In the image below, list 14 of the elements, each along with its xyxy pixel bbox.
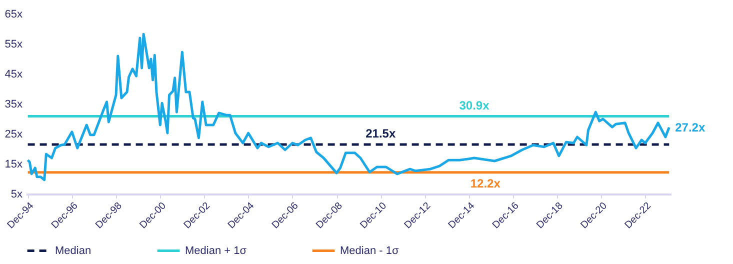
legend-label: Median: [55, 244, 92, 257]
y-tick-label: 15x: [4, 158, 23, 170]
legend-label: Median - 1σ: [340, 244, 399, 257]
legend-label: Median + 1σ: [185, 244, 247, 257]
annotation: 12.2x: [470, 176, 501, 190]
y-tick-label: 35x: [4, 98, 23, 110]
y-tick-label: 55x: [4, 38, 23, 50]
y-tick-label: 65x: [4, 8, 23, 20]
annotation: 27.2x: [675, 120, 706, 134]
y-tick-label: 45x: [4, 68, 23, 80]
annotation: 21.5x: [366, 126, 396, 140]
y-tick-label: 25x: [4, 128, 23, 140]
annotation: 30.9x: [459, 98, 490, 112]
y-tick-label: 5x: [10, 188, 23, 200]
